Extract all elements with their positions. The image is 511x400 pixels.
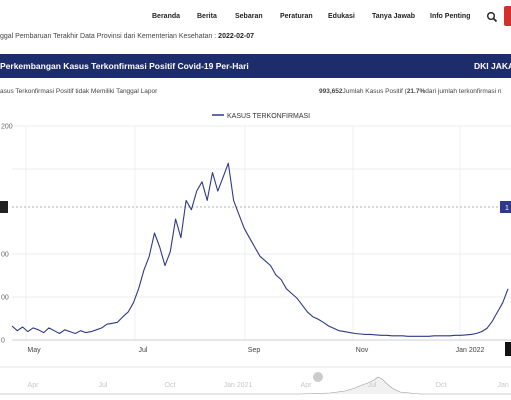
- nav-peraturan[interactable]: Peraturan: [280, 13, 313, 20]
- nav-tanya-jawab[interactable]: Tanya Jawab: [372, 13, 416, 20]
- section-title: Perkembangan Kasus Terkonfirmasi Positif…: [0, 61, 249, 71]
- chart-legend[interactable]: KASUS TERKONFIRMASI: [212, 113, 310, 120]
- nav-berita[interactable]: Berita: [197, 13, 217, 20]
- navigator-labels: Apr Jul Oct Jan 2021 Apr Jul Oct Jan 2: [28, 382, 511, 389]
- y-tick-label: 00: [1, 295, 9, 302]
- navigator-label: Jan 2021: [224, 382, 253, 389]
- navigator-label: Apr: [301, 382, 313, 389]
- y-tick-label: 0: [1, 338, 5, 345]
- navigator[interactable]: Apr Jul Oct Jan 2021 Apr Jul Oct Jan 2: [0, 366, 511, 395]
- positive-summary: 993,652Jumlah Kasus Positif (21.7%dari j…: [319, 88, 501, 95]
- positive-text-a: Jumlah Kasus Positif (: [342, 88, 407, 95]
- crosshair-right-badge: [500, 201, 511, 213]
- x-tick-label: Nov: [356, 347, 369, 354]
- nav-info-penting[interactable]: Info Penting: [430, 13, 471, 20]
- x-axis-ticks: May Jul Sep Nov Jan 2022: [27, 347, 484, 354]
- nav-action-button[interactable]: [504, 6, 511, 26]
- chart-gridlines: [12, 125, 511, 341]
- x-tick-label: May: [27, 347, 41, 354]
- navigator-series: [0, 376, 511, 395]
- navigator-label: Oct: [165, 382, 176, 389]
- top-navbar: Beranda Berita Sebaran Peraturan Edukasi…: [0, 0, 511, 38]
- positive-count: 993,652: [319, 88, 343, 95]
- region-label: DKI JAKA: [474, 61, 511, 71]
- navigator-label: Jul: [368, 382, 377, 389]
- x-tick-label: Sep: [248, 347, 261, 354]
- last-update-date: 2022-02-07: [218, 33, 254, 40]
- nav-sebaran[interactable]: Sebaran: [235, 13, 263, 20]
- positive-percent: 21.7%: [406, 88, 426, 95]
- navigator-label: Jul: [99, 382, 108, 389]
- crosshair-right-label: 1: [505, 205, 509, 212]
- navigator-label: Jan 2: [497, 382, 511, 389]
- nav-edukasi[interactable]: Edukasi: [328, 13, 355, 20]
- y-tick-label: 200: [1, 124, 13, 131]
- last-update-line: ggal Pembaruan Terakhir Data Provinsi da…: [0, 33, 254, 40]
- scroll-handle-right[interactable]: [505, 342, 511, 356]
- section-banner: Perkembangan Kasus Terkonfirmasi Positif…: [0, 54, 511, 78]
- legend-label: KASUS TERKONFIRMASI: [227, 113, 310, 120]
- navigator-label: Oct: [436, 382, 447, 389]
- positive-text-b: dari jumlah terkonfirmasi n: [425, 88, 502, 95]
- no-date-cases-label: asus Terkonfirmasi Positif tidak Memilik…: [0, 88, 158, 95]
- series-line-kasus-terkonfirmasi: [11, 162, 509, 337]
- y-tick-label: 00: [1, 252, 9, 259]
- crosshair-left-badge: [0, 201, 8, 213]
- search-icon[interactable]: [486, 11, 498, 23]
- navigator-handle-left[interactable]: [313, 372, 323, 382]
- nav-beranda[interactable]: Beranda: [152, 13, 181, 20]
- x-tick-label: Jan 2022: [456, 347, 485, 354]
- last-update-label: ggal Pembaruan Terakhir Data Provinsi da…: [0, 33, 219, 40]
- x-tick-label: Jul: [139, 347, 148, 354]
- navigator-label: Apr: [28, 382, 40, 389]
